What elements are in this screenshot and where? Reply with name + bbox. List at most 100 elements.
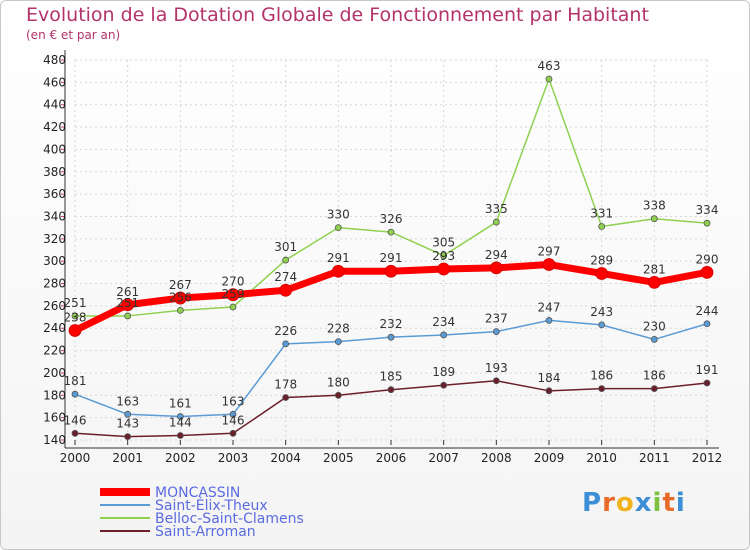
- data-label: 184: [538, 371, 561, 385]
- data-point-moncassin: [595, 267, 609, 280]
- data-label: 144: [169, 416, 192, 430]
- data-point-moncassin: [437, 262, 451, 276]
- data-point-saint-arroman: [282, 394, 290, 401]
- data-label: 251: [64, 296, 87, 310]
- data-label: 143: [116, 417, 139, 431]
- y-tick-label: 320: [43, 232, 66, 246]
- data-point-saint-arroman: [71, 429, 79, 437]
- data-label: 237: [485, 312, 508, 326]
- x-tick-label: 2012: [692, 451, 723, 465]
- data-label: 146: [64, 413, 87, 427]
- y-tick-label: 220: [43, 344, 66, 358]
- data-point-saint-arroman: [650, 385, 658, 392]
- data-label: 290: [696, 252, 719, 266]
- axes: [61, 50, 719, 449]
- series-group: [68, 75, 714, 441]
- data-point-saint-arroman: [440, 381, 448, 389]
- data-label: 238: [64, 310, 87, 324]
- data-label: 259: [222, 287, 245, 301]
- data-label: 189: [432, 365, 455, 379]
- data-label: 146: [222, 413, 245, 427]
- data-label: 281: [643, 262, 666, 276]
- data-point-moncassin: [384, 264, 398, 278]
- data-label: 291: [327, 251, 350, 265]
- data-label: 193: [485, 361, 508, 375]
- data-point-belloc-saint-clamens: [71, 312, 79, 320]
- data-label: 232: [380, 317, 403, 331]
- y-tick-label: 360: [43, 187, 66, 201]
- data-point-moncassin: [226, 288, 240, 302]
- data-point-belloc-saint-clamens: [334, 224, 342, 232]
- data-point-saint-arroman: [176, 432, 184, 439]
- chart-subtitle: (en € et par an): [26, 28, 121, 42]
- x-tick-label: 2002: [165, 451, 196, 465]
- data-point-saint-lix-theux: [440, 331, 448, 339]
- data-label: 289: [590, 253, 613, 267]
- data-point-saint-arroman: [492, 377, 500, 385]
- data-label: 247: [538, 300, 561, 314]
- data-label: 185: [380, 370, 403, 384]
- legend-label: MONCASSIN: [155, 485, 240, 501]
- data-label: 331: [590, 207, 613, 221]
- y-tick-label: 140: [43, 433, 66, 447]
- x-tick-label: 2004: [270, 451, 301, 465]
- data-point-saint-arroman: [387, 386, 395, 394]
- data-label: 234: [432, 315, 455, 329]
- y-tick-label: 460: [43, 75, 66, 89]
- data-label: 330: [327, 208, 350, 222]
- data-point-belloc-saint-clamens: [440, 252, 448, 259]
- data-point-belloc-saint-clamens: [545, 75, 553, 83]
- y-axis-ticks: 140 160 180 200 220 240 260 280 300 320 340 360 380 4…: [43, 53, 66, 447]
- y-tick-label: 420: [43, 120, 66, 134]
- y-tick-label: 260: [43, 299, 66, 313]
- x-tick-label: 2007: [428, 451, 459, 465]
- data-label: 251: [116, 296, 139, 310]
- data-point-saint-arroman: [545, 387, 553, 395]
- y-tick-label: 380: [43, 165, 66, 179]
- y-tick-label: 340: [43, 209, 66, 223]
- x-tick-label: 2000: [60, 451, 91, 465]
- data-label: 261: [116, 285, 139, 299]
- data-point-saint-arroman: [598, 385, 606, 392]
- data-label: 274: [274, 270, 297, 284]
- data-label: 163: [116, 394, 139, 408]
- data-point-saint-lix-theux: [598, 321, 606, 329]
- legend-label: Belloc-Saint-Clamens: [155, 511, 304, 527]
- data-point-belloc-saint-clamens: [703, 219, 711, 227]
- x-tick-label: 2006: [376, 451, 407, 465]
- y-tick-label: 280: [43, 277, 66, 291]
- data-label: 270: [222, 275, 245, 289]
- data-label: 463: [538, 59, 561, 73]
- data-label: 191: [696, 363, 719, 377]
- data-point-saint-lix-theux: [282, 340, 290, 348]
- proxiti-logo: Proxiti: [582, 488, 686, 518]
- y-tick-label: 200: [43, 366, 66, 380]
- x-tick-label: 2010: [586, 451, 617, 465]
- data-point-saint-lix-theux: [650, 336, 658, 343]
- data-point-saint-arroman: [124, 433, 132, 441]
- data-point-moncassin: [542, 258, 556, 271]
- data-point-saint-lix-theux: [492, 328, 500, 335]
- data-label: 291: [380, 251, 403, 265]
- data-label: 293: [432, 249, 455, 263]
- data-label: 244: [696, 304, 719, 318]
- data-label: 326: [380, 212, 403, 226]
- data-label: 226: [274, 324, 297, 338]
- data-point-saint-arroman: [334, 391, 342, 399]
- data-point-moncassin: [700, 265, 714, 279]
- legend-label: Saint-Élix-Theux: [155, 497, 268, 514]
- data-point-saint-lix-theux: [176, 413, 184, 420]
- data-label: 301: [274, 240, 297, 254]
- data-label: 161: [169, 397, 192, 411]
- data-point-belloc-saint-clamens: [229, 303, 237, 311]
- data-label: 305: [432, 236, 455, 250]
- x-tick-label: 2008: [481, 451, 512, 465]
- data-label: 297: [538, 245, 561, 259]
- data-point-belloc-saint-clamens: [282, 256, 290, 264]
- legend: MONCASSINSaint-Élix-TheuxBelloc-Saint-Cl…: [100, 485, 304, 540]
- y-tick-label: 400: [43, 142, 66, 156]
- y-tick-label: 300: [43, 254, 66, 268]
- data-label: 186: [643, 369, 666, 383]
- data-label: 180: [327, 375, 350, 389]
